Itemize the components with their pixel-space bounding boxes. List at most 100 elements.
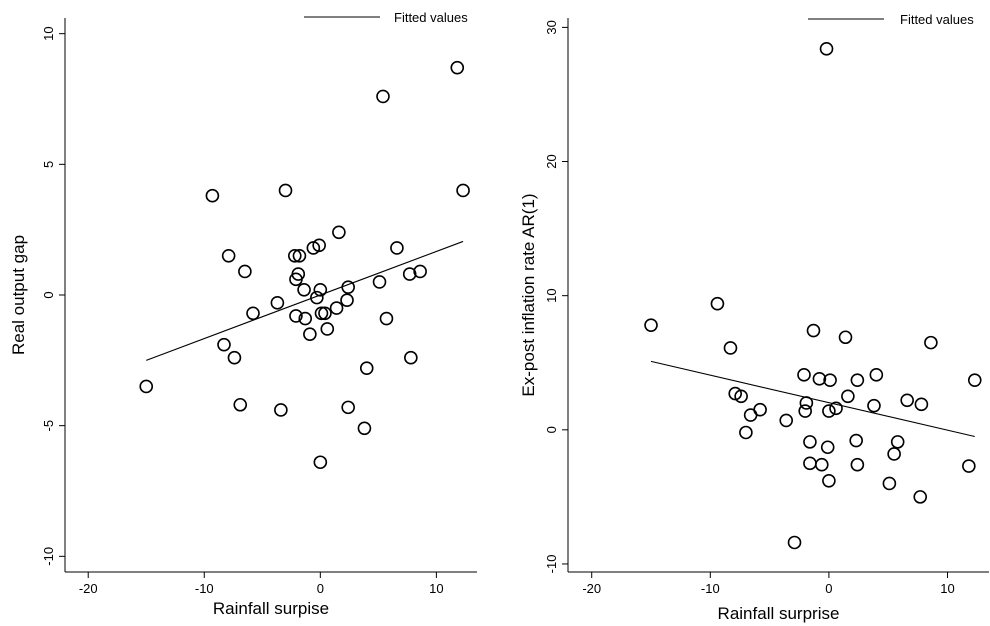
- fitted-line: [650, 360, 975, 438]
- data-point: [849, 433, 863, 448]
- data-point: [359, 361, 374, 375]
- data-point: [967, 373, 982, 387]
- data-point: [779, 413, 794, 428]
- data-point: [890, 435, 905, 449]
- data-point: [924, 335, 938, 350]
- data-point: [456, 183, 470, 198]
- data-point: [812, 372, 827, 386]
- data-point: [822, 404, 836, 418]
- data-point: [739, 425, 753, 440]
- y-tick-label: 0: [544, 426, 559, 433]
- data-point: [390, 241, 404, 255]
- data-point: [291, 267, 306, 281]
- data-point: [287, 249, 302, 263]
- panel-output-gap: -20 -10 0 10 -10 -5 0 5 10 Rainfall surpise Real o…: [9, 10, 477, 618]
- data-point: [850, 373, 865, 387]
- data-point: [644, 318, 658, 332]
- data-point: [376, 89, 390, 104]
- y-tick-label: 0: [41, 291, 56, 298]
- data-point: [869, 368, 884, 382]
- y-axis-title: Real output gap: [9, 235, 28, 355]
- data-point: [450, 60, 465, 75]
- y-tick-label: 10: [41, 26, 56, 40]
- x-tick-label: -10: [701, 581, 720, 596]
- data-point: [723, 341, 738, 355]
- data-point: [292, 249, 307, 263]
- data-point: [298, 311, 313, 326]
- legend-label: Fitted values: [900, 12, 974, 27]
- data-point: [320, 322, 335, 336]
- data-point: [278, 183, 293, 198]
- data-point: [753, 402, 767, 417]
- data-point: [303, 327, 317, 341]
- data-point: [838, 330, 853, 345]
- data-point: [850, 457, 865, 472]
- data-point: [814, 457, 829, 472]
- fitted-line: [146, 240, 464, 361]
- data-point: [841, 389, 855, 404]
- data-point: [329, 301, 344, 315]
- x-tick-label: 10: [429, 581, 443, 596]
- data-point: [357, 421, 372, 436]
- data-point: [379, 311, 394, 326]
- y-tick-label: 10: [544, 288, 559, 302]
- data-point: [882, 476, 897, 491]
- data-point: [340, 293, 354, 308]
- panel-inflation: -20 -10 0 10 -10 0 10 20 30 Rainfall surprise Ex-p…: [519, 12, 989, 623]
- y-tick-label: -5: [41, 420, 56, 432]
- y-tick-label: 20: [544, 154, 559, 168]
- data-point: [402, 267, 417, 281]
- y-tick-label: 5: [41, 161, 56, 168]
- data-point: [314, 306, 329, 321]
- x-tick-label: -20: [582, 581, 601, 596]
- data-point: [887, 447, 901, 461]
- data-point: [139, 379, 154, 394]
- y-tick-label: -10: [544, 555, 559, 574]
- x-axis-title: Rainfall surprise: [718, 604, 840, 623]
- data-point: [820, 440, 835, 455]
- data-point: [803, 456, 817, 471]
- data-point: [913, 490, 928, 504]
- x-tick-label: 0: [317, 581, 324, 596]
- data-point: [413, 264, 427, 279]
- legend-label: Fitted values: [394, 10, 468, 25]
- data-point: [221, 249, 236, 263]
- data-point: [310, 290, 324, 305]
- data-point: [404, 350, 418, 365]
- data-point: [806, 323, 821, 338]
- data-point: [313, 455, 328, 470]
- x-tick-label: 10: [940, 581, 954, 596]
- data-point: [867, 398, 881, 413]
- data-point: [803, 435, 817, 449]
- data-point: [962, 459, 976, 473]
- y-tick-label: 30: [544, 20, 559, 34]
- data-point: [274, 403, 288, 417]
- y-axis-title: Ex-post inflation rate AR(1): [519, 193, 538, 396]
- data-point: [710, 296, 725, 311]
- data-point: [318, 306, 332, 321]
- data-point: [372, 275, 387, 289]
- data-point: [829, 401, 843, 416]
- data-point: [900, 393, 914, 408]
- data-point: [822, 473, 836, 488]
- x-tick-label: -20: [79, 581, 98, 596]
- data-point: [734, 389, 748, 404]
- x-tick-label: -10: [195, 581, 214, 596]
- data-point: [270, 296, 285, 310]
- data-point: [341, 400, 355, 415]
- data-point: [246, 306, 260, 321]
- data-point: [297, 282, 311, 297]
- data-point: [823, 373, 837, 387]
- data-point: [797, 368, 811, 382]
- data-point: [205, 188, 220, 203]
- data-point: [233, 397, 248, 412]
- data-point: [313, 282, 328, 297]
- data-point: [238, 264, 252, 279]
- data-point: [819, 42, 834, 56]
- data-point: [332, 225, 346, 240]
- data-point: [798, 404, 812, 418]
- y-tick-label: -10: [41, 547, 56, 566]
- data-point: [289, 309, 303, 323]
- data-point: [227, 350, 242, 365]
- x-axis-title: Rainfall surpise: [213, 599, 329, 618]
